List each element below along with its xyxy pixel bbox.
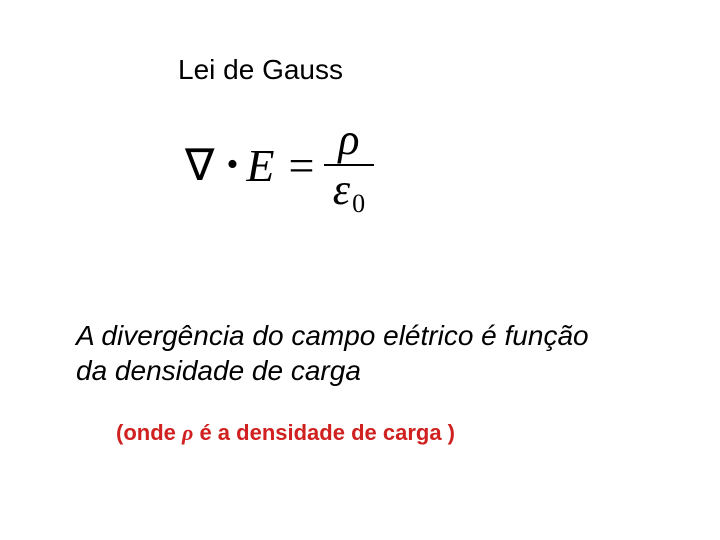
footnote: (onde ρ é a densidade de carga ) [116,420,455,446]
note-suffix: é a densidade de carga ) [193,420,455,445]
epsilon-subscript: 0 [352,191,365,217]
gauss-equation: ∇ • E = ρ ε 0 [185,118,374,212]
nabla-symbol: ∇ [185,140,214,191]
note-rho: ρ [182,420,193,445]
e-variable: E [246,139,274,192]
numerator-rho: ρ [324,118,373,164]
fraction: ρ ε 0 [324,118,373,212]
dot-operator: • [226,148,238,182]
note-prefix: (onde [116,420,182,445]
slide-title: Lei de Gauss [178,54,343,86]
description-text: A divergência do campo elétrico é função… [76,318,656,388]
denominator: ε 0 [327,166,371,212]
description-line-2: da densidade de carga [76,355,361,386]
description-line-1: A divergência do campo elétrico é função [76,320,589,351]
epsilon-symbol: ε [333,168,350,212]
equals-sign: = [288,139,314,192]
